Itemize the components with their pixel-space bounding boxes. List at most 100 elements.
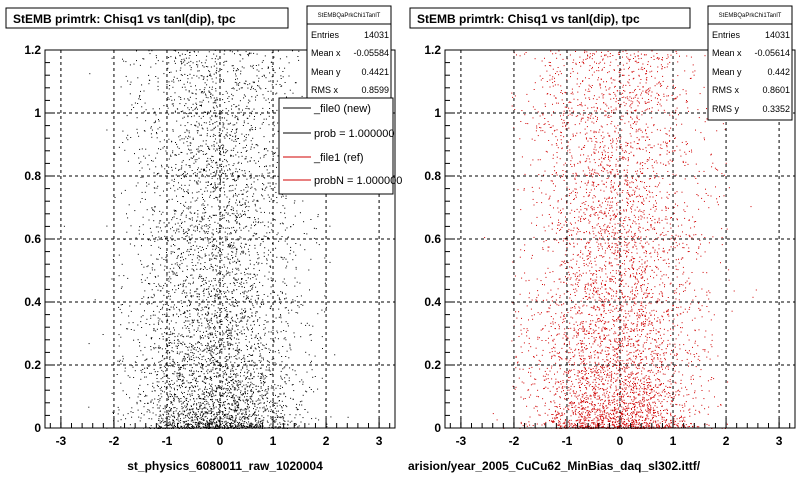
scatter-point — [148, 74, 150, 76]
scatter-point — [206, 84, 208, 86]
scatter-point — [215, 347, 217, 349]
scatter-point — [210, 353, 212, 355]
scatter-point — [189, 207, 191, 209]
scatter-point — [217, 361, 219, 363]
scatter-point — [140, 393, 142, 395]
scatter-point — [191, 426, 193, 428]
scatter-point — [243, 140, 245, 142]
scatter-point — [154, 111, 156, 113]
scatter-point — [198, 389, 199, 391]
scatter-point — [193, 363, 195, 365]
scatter-point — [183, 425, 185, 427]
scatter-point — [241, 193, 243, 195]
scatter-point — [217, 425, 219, 427]
scatter-point — [240, 408, 242, 410]
scatter-point — [265, 88, 267, 89]
scatter-point — [215, 245, 217, 247]
scatter-point — [232, 247, 234, 249]
scatter-point — [175, 274, 177, 276]
scatter-point — [223, 145, 225, 147]
scatter-point — [133, 329, 135, 331]
scatter-point — [238, 321, 240, 323]
scatter-point — [194, 422, 196, 424]
scatter-point — [246, 105, 248, 107]
scatter-point — [162, 408, 164, 410]
scatter-point — [170, 306, 172, 308]
scatter-point — [146, 185, 148, 187]
scatter-point — [180, 418, 181, 420]
scatter-point — [270, 374, 272, 375]
scatter-point — [179, 139, 181, 141]
scatter-point — [299, 401, 301, 403]
scatter-point — [231, 155, 232, 157]
scatter-point — [168, 328, 170, 330]
scatter-point — [213, 406, 215, 408]
scatter-point — [248, 378, 250, 380]
scatter-point — [252, 129, 254, 131]
scatter-point — [181, 237, 183, 239]
scatter-point — [227, 344, 229, 345]
scatter-point — [218, 145, 219, 147]
scatter-point — [246, 291, 248, 293]
scatter-point — [203, 295, 205, 297]
scatter-point — [240, 330, 242, 332]
scatter-point — [287, 423, 289, 425]
scatter-point — [154, 343, 156, 345]
scatter-point — [228, 110, 230, 112]
scatter-point — [180, 384, 182, 386]
scatter-point — [200, 105, 202, 106]
scatter-point — [202, 309, 204, 311]
scatter-point — [191, 346, 193, 348]
scatter-point — [258, 346, 260, 348]
scatter-point — [203, 373, 205, 375]
scatter-point — [136, 60, 137, 62]
scatter-point — [172, 289, 173, 291]
scatter-point — [283, 392, 285, 394]
scatter-point — [234, 302, 236, 303]
scatter-point — [300, 304, 302, 305]
scatter-point — [289, 347, 291, 349]
scatter-point — [244, 271, 245, 273]
scatter-point — [203, 225, 205, 227]
scatter-point — [207, 233, 209, 234]
scatter-point — [306, 371, 308, 373]
scatter-point — [227, 368, 229, 369]
scatter-point — [263, 148, 265, 150]
scatter-point — [210, 217, 212, 219]
scatter-point — [234, 421, 236, 423]
scatter-point — [199, 388, 201, 390]
scatter-point — [240, 283, 242, 285]
scatter-point — [211, 334, 213, 336]
scatter-point — [212, 106, 214, 108]
scatter-point — [153, 329, 155, 331]
scatter-point — [160, 220, 162, 222]
scatter-point — [213, 141, 215, 143]
scatter-point — [204, 231, 206, 233]
scatter-point — [238, 176, 240, 178]
scatter-point — [276, 410, 278, 412]
scatter-point — [217, 298, 219, 300]
scatter-point — [220, 250, 221, 252]
scatter-point — [256, 144, 258, 146]
scatter-point — [221, 388, 223, 390]
scatter-point — [251, 288, 253, 290]
scatter-point — [212, 229, 214, 231]
scatter-point — [236, 410, 237, 411]
scatter-point — [127, 217, 129, 219]
scatter-point — [170, 409, 172, 411]
scatter-point — [289, 421, 291, 423]
scatter-point — [275, 280, 276, 282]
scatter-point — [230, 330, 232, 332]
scatter-point — [122, 355, 124, 357]
scatter-point — [166, 173, 168, 174]
scatter-point — [111, 278, 113, 280]
scatter-point — [248, 404, 249, 406]
scatter-point — [190, 283, 191, 285]
scatter-point — [263, 118, 265, 120]
scatter-point — [207, 343, 209, 345]
scatter-point — [182, 230, 184, 232]
scatter-point — [237, 278, 239, 280]
scatter-point — [279, 223, 281, 225]
scatter-point — [191, 424, 193, 425]
scatter-point — [211, 422, 213, 423]
